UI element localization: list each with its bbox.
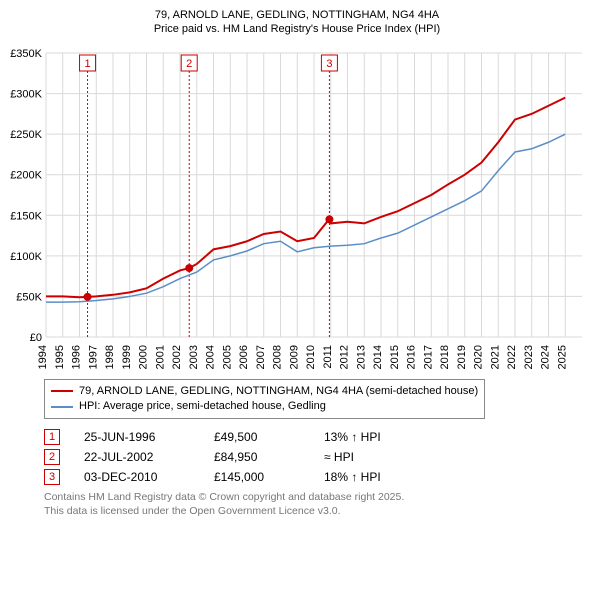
svg-text:2024: 2024: [540, 345, 552, 369]
sale-date: 25-JUN-1996: [84, 430, 214, 444]
sale-date: 22-JUL-2002: [84, 450, 214, 464]
svg-text:£50K: £50K: [16, 291, 42, 303]
svg-text:2008: 2008: [272, 345, 284, 369]
svg-text:2001: 2001: [154, 345, 166, 369]
sale-number-box: 1: [44, 429, 60, 445]
svg-text:1: 1: [84, 58, 90, 70]
table-row: 3 03-DEC-2010 £145,000 18% ↑ HPI: [44, 469, 590, 485]
svg-text:2015: 2015: [389, 345, 401, 369]
table-row: 2 22-JUL-2002 £84,950 ≈ HPI: [44, 449, 590, 465]
svg-text:2016: 2016: [406, 345, 418, 369]
svg-text:2010: 2010: [305, 345, 317, 369]
svg-text:2011: 2011: [322, 345, 334, 369]
svg-text:2022: 2022: [506, 345, 518, 369]
sales-table: 1 25-JUN-1996 £49,500 13% ↑ HPI 2 22-JUL…: [44, 429, 590, 485]
svg-text:2013: 2013: [355, 345, 367, 369]
svg-text:2009: 2009: [288, 345, 300, 369]
sale-hpi: ≈ HPI: [324, 450, 434, 464]
svg-text:2020: 2020: [473, 345, 485, 369]
svg-text:1996: 1996: [71, 345, 83, 369]
footer: Contains HM Land Registry data © Crown c…: [44, 491, 590, 518]
sale-date: 03-DEC-2010: [84, 470, 214, 484]
table-row: 1 25-JUN-1996 £49,500 13% ↑ HPI: [44, 429, 590, 445]
sale-number-box: 2: [44, 449, 60, 465]
svg-text:2017: 2017: [422, 345, 434, 369]
svg-text:1999: 1999: [121, 345, 133, 369]
svg-text:1995: 1995: [54, 345, 66, 369]
svg-text:2000: 2000: [138, 345, 150, 369]
svg-text:2014: 2014: [372, 345, 384, 369]
svg-text:1998: 1998: [104, 345, 116, 369]
svg-text:2005: 2005: [221, 345, 233, 369]
legend-item-hpi: HPI: Average price, semi-detached house,…: [51, 399, 478, 414]
legend-swatch-hpi: [51, 406, 73, 408]
svg-text:1997: 1997: [87, 345, 99, 369]
chart-svg: £0 £50K £100K £150K £200K £250K £300K £350K 1994…: [4, 43, 590, 373]
svg-text:£100K: £100K: [10, 250, 42, 262]
svg-text:2006: 2006: [238, 345, 250, 369]
svg-text:£150K: £150K: [10, 210, 42, 222]
legend-item-property: 79, ARNOLD LANE, GEDLING, NOTTINGHAM, NG…: [51, 384, 478, 399]
sale-price: £145,000: [214, 470, 324, 484]
legend: 79, ARNOLD LANE, GEDLING, NOTTINGHAM, NG…: [44, 379, 485, 420]
svg-text:2019: 2019: [456, 345, 468, 369]
svg-text:2: 2: [186, 58, 192, 70]
svg-text:£300K: £300K: [10, 88, 42, 100]
chart: £0 £50K £100K £150K £200K £250K £300K £350K 1994…: [4, 43, 590, 373]
svg-text:3: 3: [326, 58, 332, 70]
svg-text:2012: 2012: [339, 345, 351, 369]
sale-price: £49,500: [214, 430, 324, 444]
legend-swatch-property: [51, 390, 73, 392]
svg-text:2023: 2023: [523, 345, 535, 369]
svg-text:2018: 2018: [439, 345, 451, 369]
svg-text:2004: 2004: [205, 345, 217, 369]
legend-label-hpi: HPI: Average price, semi-detached house,…: [79, 399, 326, 414]
sale-hpi: 13% ↑ HPI: [324, 430, 434, 444]
svg-text:2021: 2021: [489, 345, 501, 369]
chart-title: 79, ARNOLD LANE, GEDLING, NOTTINGHAM, NG…: [4, 8, 590, 37]
title-line2: Price paid vs. HM Land Registry's House …: [4, 22, 590, 36]
svg-text:2007: 2007: [255, 345, 267, 369]
sale-number-box: 3: [44, 469, 60, 485]
svg-text:1994: 1994: [37, 345, 49, 369]
title-line1: 79, ARNOLD LANE, GEDLING, NOTTINGHAM, NG…: [4, 8, 590, 22]
footer-line2: This data is licensed under the Open Gov…: [44, 505, 590, 519]
legend-label-property: 79, ARNOLD LANE, GEDLING, NOTTINGHAM, NG…: [79, 384, 478, 399]
svg-text:£0: £0: [30, 332, 42, 344]
svg-text:£200K: £200K: [10, 169, 42, 181]
footer-line1: Contains HM Land Registry data © Crown c…: [44, 491, 590, 505]
svg-text:£250K: £250K: [10, 129, 42, 141]
sale-hpi: 18% ↑ HPI: [324, 470, 434, 484]
svg-text:2002: 2002: [171, 345, 183, 369]
svg-text:2003: 2003: [188, 345, 200, 369]
svg-text:2025: 2025: [556, 345, 568, 369]
sale-price: £84,950: [214, 450, 324, 464]
svg-text:£350K: £350K: [10, 48, 42, 60]
